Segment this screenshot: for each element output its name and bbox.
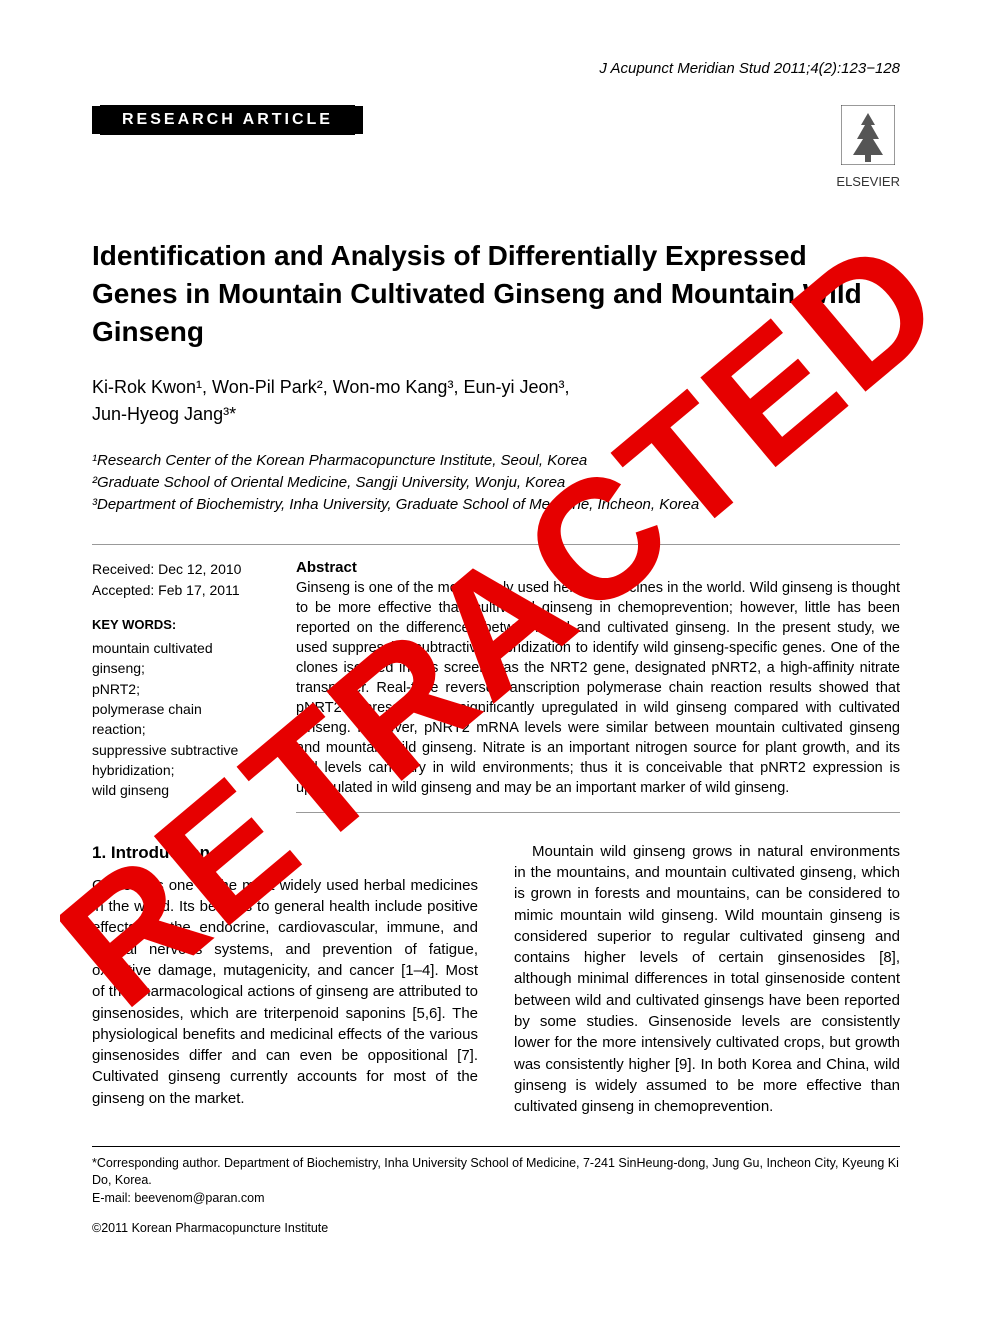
badge-bar-left: [92, 106, 100, 134]
journal-reference: J Acupunct Meridian Stud 2011;4(2):123−1…: [92, 60, 900, 77]
intro-paragraph-2: Mountain wild ginseng grows in natural e…: [514, 841, 900, 1118]
dates: Received: Dec 12, 2010 Accepted: Feb 17,…: [92, 559, 268, 601]
meta-section: Received: Dec 12, 2010 Accepted: Feb 17,…: [92, 544, 900, 813]
authors-line2: Jun-Hyeog Jang³*: [92, 404, 236, 424]
affiliation-2: ²Graduate School of Oriental Medicine, S…: [92, 472, 900, 494]
body-column-left: 1. Introduction Ginseng is one of the mo…: [92, 841, 478, 1118]
intro-paragraph-1: Ginseng is one of the most widely used h…: [92, 875, 478, 1109]
header-row: RESEARCH ARTICLE ELSEVIER: [92, 105, 900, 189]
authors: Ki-Rok Kwon¹, Won-Pil Park², Won-mo Kang…: [92, 374, 900, 428]
affiliations: ¹Research Center of the Korean Pharmacop…: [92, 450, 900, 515]
received-date: Received: Dec 12, 2010: [92, 559, 268, 580]
article-title: Identification and Analysis of Different…: [92, 237, 900, 350]
email-footnote: E-mail: beevenom@paran.com: [92, 1190, 900, 1208]
body-column-right: Mountain wild ginseng grows in natural e…: [514, 841, 900, 1118]
keywords-label: KEY WORDS:: [92, 615, 268, 635]
authors-line1: Ki-Rok Kwon¹, Won-Pil Park², Won-mo Kang…: [92, 377, 570, 397]
body-columns: 1. Introduction Ginseng is one of the mo…: [92, 841, 900, 1118]
accepted-date: Accepted: Feb 17, 2011: [92, 580, 268, 601]
abstract-label: Abstract: [296, 559, 900, 576]
affiliation-1: ¹Research Center of the Korean Pharmacop…: [92, 450, 900, 472]
publisher-logo: ELSEVIER: [836, 105, 900, 189]
elsevier-tree-icon: [841, 105, 895, 165]
copyright-line: ©2011 Korean Pharmacopuncture Institute: [92, 1221, 900, 1235]
article-type-badge: RESEARCH ARTICLE: [92, 105, 363, 135]
section-1-heading: 1. Introduction: [92, 841, 478, 865]
badge-bar-right: [355, 106, 363, 134]
footnote-separator: *Corresponding author. Department of Bio…: [92, 1146, 900, 1208]
corresponding-author-footnote: *Corresponding author. Department of Bio…: [92, 1155, 900, 1190]
keywords-list: mountain cultivated ginseng; pNRT2; poly…: [92, 638, 268, 800]
article-type-label: RESEARCH ARTICLE: [100, 105, 355, 135]
abstract-column: Abstract Ginseng is one of the most wide…: [296, 544, 900, 813]
abstract-text: Ginseng is one of the most widely used h…: [296, 578, 900, 813]
meta-left-column: Received: Dec 12, 2010 Accepted: Feb 17,…: [92, 559, 268, 813]
affiliation-3: ³Department of Biochemistry, Inha Univer…: [92, 494, 900, 516]
publisher-name: ELSEVIER: [836, 174, 900, 189]
